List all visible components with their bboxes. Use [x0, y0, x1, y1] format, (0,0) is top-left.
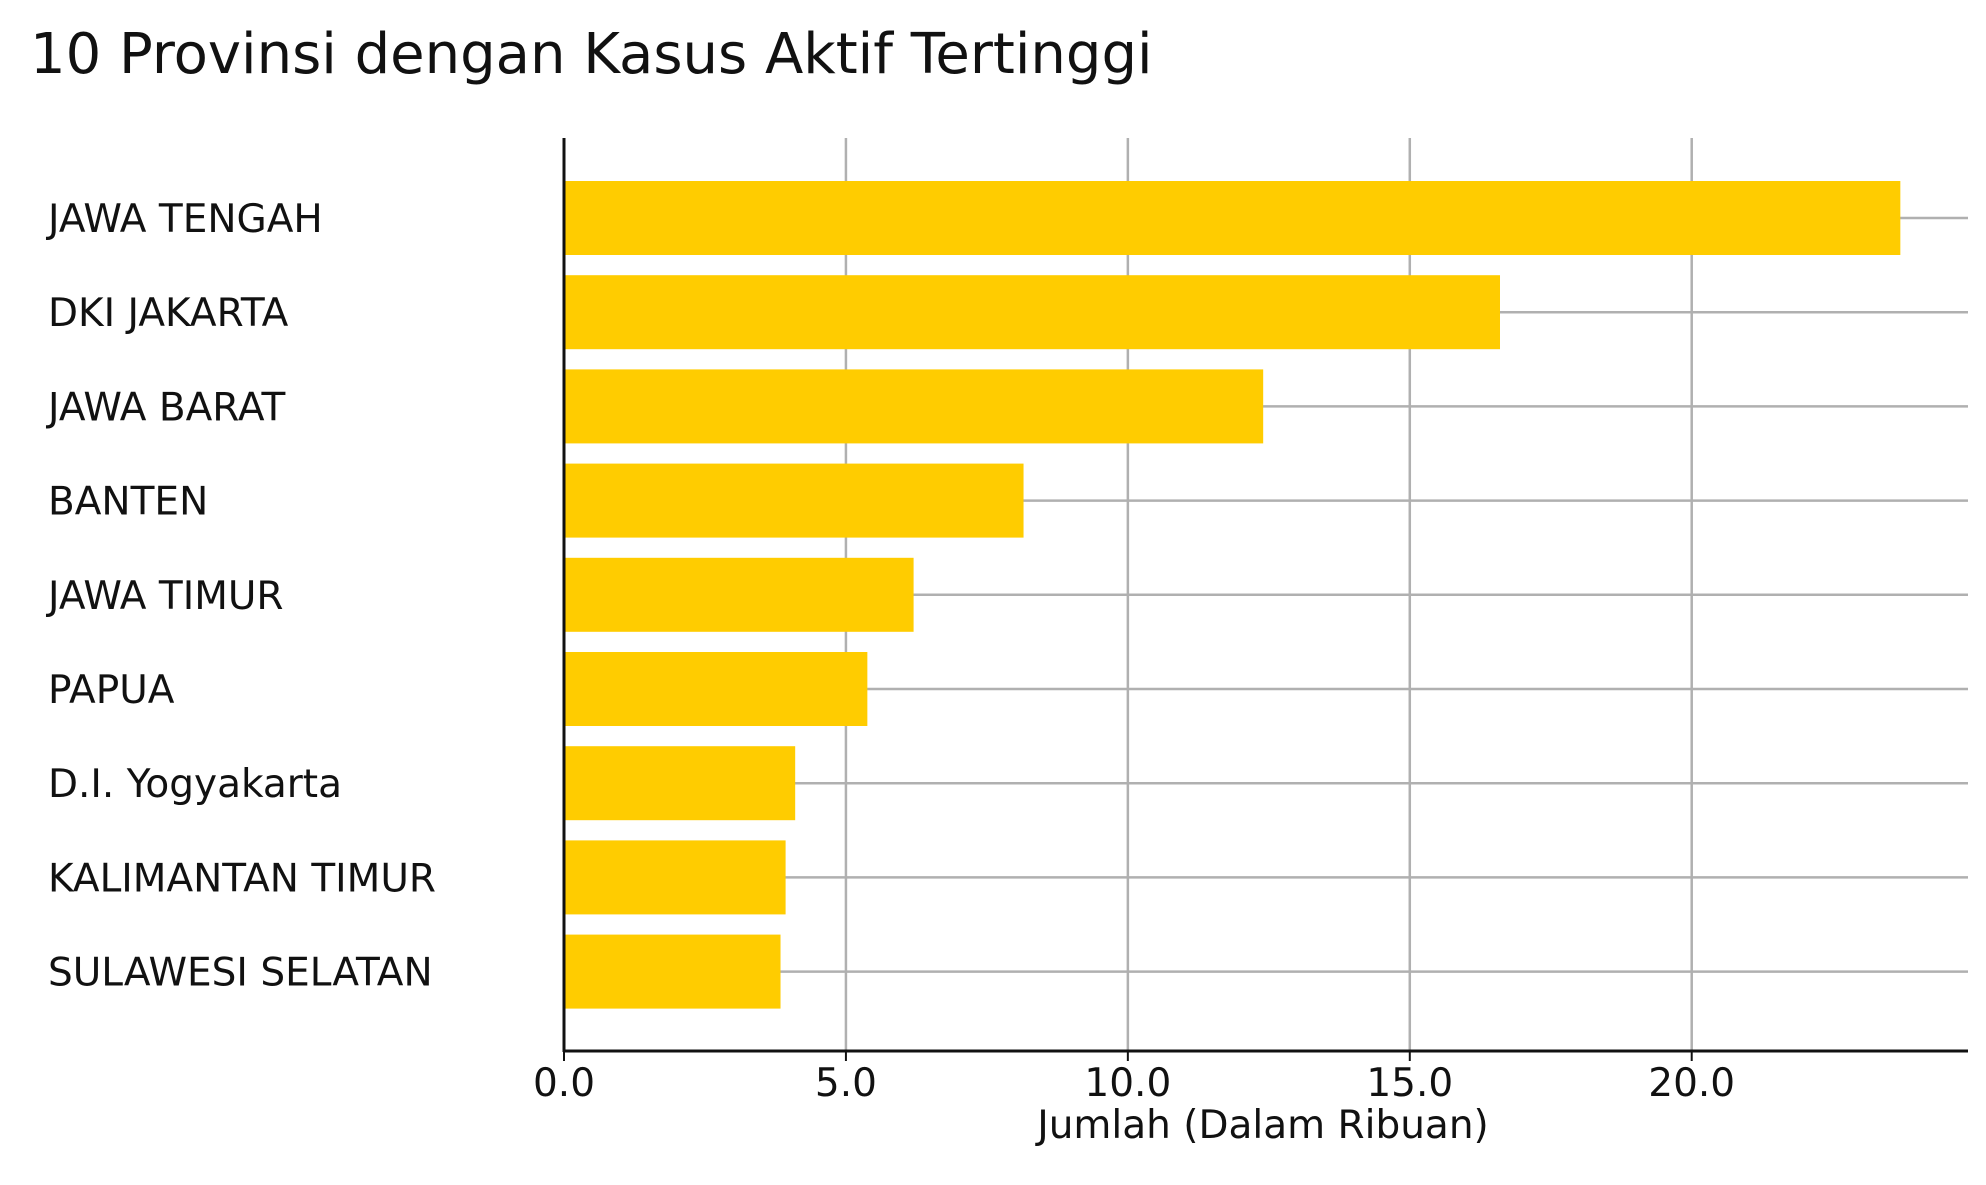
bars	[564, 181, 1901, 1009]
bar	[564, 557, 914, 632]
category-label: PAPUA	[48, 668, 175, 713]
chart-title: 10 Provinsi dengan Kasus Aktif Tertinggi	[30, 22, 1153, 87]
category-label: BANTEN	[48, 480, 208, 525]
axes	[562, 138, 1968, 1061]
bar	[564, 934, 781, 1009]
category-label: SULAWESI SELATAN	[48, 951, 433, 996]
x-tick-label: 0.0	[533, 1061, 595, 1106]
x-tick-label: 10.0	[1084, 1061, 1171, 1106]
bar	[564, 652, 868, 726]
x-axis-title: Jumlah (Dalam Ribuan)	[1034, 1103, 1489, 1148]
bar	[564, 746, 796, 821]
category-label: JAWA BARAT	[45, 385, 285, 430]
category-label: D.I. Yogyakarta	[48, 762, 342, 807]
x-tick-label: 15.0	[1366, 1061, 1453, 1106]
category-label: DKI JAKARTA	[48, 291, 289, 336]
bar	[564, 181, 1901, 255]
labels: 0.0 5.0 10.0 15.0 20.0 JAWA TENGAH DKI JAKARTA…	[45, 197, 1735, 1106]
bar	[564, 275, 1500, 350]
bar	[564, 369, 1264, 444]
category-label: JAWA TENGAH	[45, 197, 323, 242]
bar	[564, 840, 786, 915]
category-label: JAWA TIMUR	[45, 574, 284, 619]
category-label: KALIMANTAN TIMUR	[48, 856, 436, 901]
x-tick-label: 20.0	[1648, 1061, 1735, 1106]
bar	[564, 463, 1024, 538]
x-tick-label: 5.0	[815, 1061, 877, 1106]
